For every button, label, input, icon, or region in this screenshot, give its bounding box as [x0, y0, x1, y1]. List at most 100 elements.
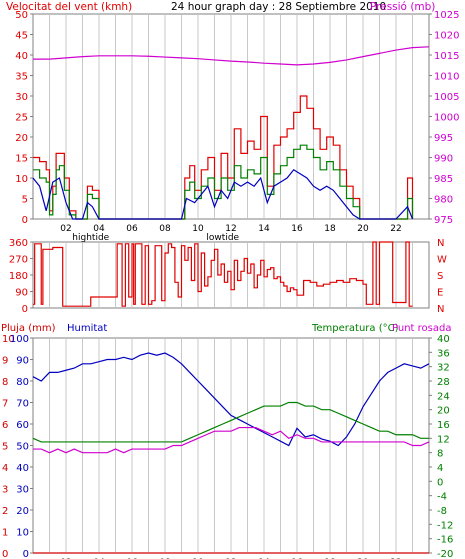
- pressure-y-tick-label: 1025: [434, 10, 459, 21]
- direction-y-tick-label: 360: [9, 238, 28, 249]
- wind-y-tick-label: 20: [15, 133, 28, 144]
- humidity-y-tick-label: 90: [16, 356, 29, 367]
- compass-label: W: [437, 255, 447, 266]
- rain-y-tick-label: 4: [2, 463, 8, 474]
- pressure-y-tick-label: 1015: [434, 51, 459, 62]
- humidity-y-tick-label: 50: [16, 442, 29, 453]
- direction-y-tick-label: 90: [15, 288, 28, 299]
- pressure-y-tick-label: 1000: [434, 113, 459, 124]
- humidity-y-tick-label: 10: [16, 528, 29, 539]
- pressure-y-tick-label: 1005: [434, 92, 459, 103]
- temperature-y-tick-label: -4: [437, 492, 447, 503]
- temperature-line: [32, 401, 429, 443]
- wind-gust-line: [33, 95, 414, 220]
- pressure-y-tick-label: 1010: [434, 72, 459, 83]
- wind-y-tick-label: 30: [15, 92, 28, 103]
- temperature-y-tick-label: 36: [437, 348, 450, 359]
- temperature-y-tick-label: -12: [437, 520, 453, 531]
- wind-y-tick-label: 40: [15, 51, 28, 62]
- rain-y-tick-label: 10: [2, 334, 15, 345]
- compass-label: N: [437, 304, 444, 315]
- pressure-y-tick-label: 980: [434, 195, 453, 206]
- temperature-label: Temperatura (°C): [311, 323, 399, 334]
- temperature-y-tick-label: 32: [437, 363, 450, 374]
- wind-average-line: [32, 169, 414, 220]
- compass-label: N: [437, 238, 444, 249]
- x-tick-label: [428, 224, 431, 234]
- humidity-y-tick-label: 60: [16, 420, 29, 431]
- wind-y-tick-label: 25: [15, 113, 28, 124]
- temperature-y-tick-label: 12: [437, 434, 450, 445]
- x-tick-label: 14: [258, 224, 270, 234]
- pressure-y-tick-label: 985: [434, 174, 453, 185]
- wind-direction-line: [33, 241, 413, 307]
- x-tick-label: 22: [390, 224, 401, 234]
- rain-label: Pluja (mm): [1, 323, 56, 334]
- temperature-y-tick-label: 0: [437, 477, 443, 488]
- wind-y-tick-label: 0: [22, 215, 28, 226]
- temperature-y-tick-label: 40: [437, 334, 450, 345]
- rain-y-tick-label: 3: [2, 485, 8, 496]
- temperature-y-tick-label: -20: [437, 549, 453, 559]
- humidity-y-tick-label: 20: [16, 506, 29, 517]
- dewpoint-line: [33, 426, 430, 454]
- temperature-y-tick-label: 20: [437, 406, 450, 417]
- temperature-y-tick-label: 16: [437, 420, 450, 431]
- x-tick-label: 18: [324, 224, 336, 234]
- rain-y-tick-label: 8: [2, 377, 8, 388]
- x-tick-label: 12: [225, 224, 236, 234]
- wind-y-tick-label: 15: [15, 154, 28, 165]
- humidity-line: [32, 352, 430, 447]
- tide-label: lowtide: [206, 233, 239, 243]
- chart-title: 24 hour graph day : 28 Septiembre 2010: [171, 1, 386, 13]
- wind-y-tick-label: 45: [15, 31, 28, 42]
- compass-label: E: [437, 288, 443, 299]
- rain-y-tick-label: 9: [2, 356, 8, 367]
- temperature-y-tick-label: 4: [437, 463, 443, 474]
- rain-y-tick-label: 6: [2, 420, 8, 431]
- rain-y-tick-label: 1: [2, 528, 8, 539]
- humidity-y-tick-label: 30: [16, 485, 29, 496]
- wind-y-tick-label: 5: [22, 195, 28, 206]
- temperature-y-tick-label: -16: [437, 535, 453, 546]
- wind-y-tick-label: 50: [15, 10, 28, 21]
- rain-y-tick-label: 0: [2, 549, 8, 559]
- direction-y-tick-label: 0: [22, 304, 28, 315]
- x-tick-label: 04: [93, 224, 105, 234]
- x-tick-label: 20: [357, 224, 369, 234]
- x-tick-label: 06: [126, 224, 138, 234]
- pressure-y-tick-label: 990: [434, 154, 453, 165]
- direction-y-tick-label: 180: [9, 271, 28, 282]
- x-tick-label: 10: [192, 224, 204, 234]
- temperature-y-tick-label: 28: [437, 377, 450, 388]
- x-tick-label: 08: [159, 224, 171, 234]
- direction-y-tick-label: 270: [9, 255, 28, 266]
- wind-y-tick-label: 10: [15, 174, 28, 185]
- x-tick-label: 02: [60, 224, 71, 234]
- temperature-y-tick-label: 24: [437, 391, 450, 402]
- pressure-y-tick-label: 975: [434, 215, 453, 226]
- wind-y-tick-label: 35: [15, 72, 28, 83]
- humidity-y-tick-label: 80: [16, 377, 29, 388]
- rain-y-tick-label: 2: [2, 506, 8, 517]
- pressure-y-tick-label: 1020: [434, 31, 459, 42]
- rain-y-tick-label: 5: [2, 442, 8, 453]
- pressure-title: Pressió (mb): [370, 1, 435, 13]
- pressure-line: [33, 46, 430, 66]
- humidity-label: Humitat: [67, 323, 107, 334]
- humidity-y-tick-label: 70: [16, 399, 29, 410]
- x-tick-label: 16: [291, 224, 303, 234]
- rain-y-tick-label: 7: [2, 399, 8, 410]
- humidity-y-tick-label: 40: [16, 463, 29, 474]
- temperature-y-tick-label: 8: [437, 449, 443, 460]
- dewpoint-label: Punt rosada: [392, 323, 451, 334]
- compass-label: S: [437, 271, 443, 282]
- humidity-y-tick-label: 0: [23, 549, 29, 559]
- tide-label: hightide: [72, 233, 109, 243]
- temperature-y-tick-label: -8: [437, 506, 447, 517]
- pressure-y-tick-label: 995: [434, 133, 453, 144]
- humidity-y-tick-label: 100: [10, 334, 29, 345]
- wind-title: Velocitat del vent (kmh): [6, 1, 132, 13]
